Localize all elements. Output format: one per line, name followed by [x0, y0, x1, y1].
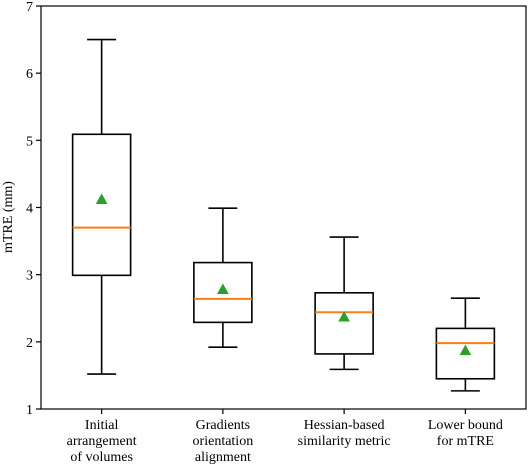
boxes-layer: [71, 38, 496, 392]
x-tick-label-line: for mTRE: [437, 434, 494, 449]
x-tick-label-line: similarity metric: [298, 434, 391, 449]
y-tick-label: 2: [26, 336, 33, 351]
y-tick-label: 4: [26, 202, 33, 217]
y-tick-label: 7: [26, 0, 33, 15]
y-tick-label: 6: [26, 67, 33, 82]
x-tick-label-line: Hessian-based: [304, 418, 385, 433]
iqr-box: [71, 133, 132, 277]
box-group: [435, 297, 496, 392]
y-axis-label: mTRE (mm): [1, 181, 16, 253]
x-tick-label-line: alignment: [195, 450, 251, 465]
y-tick-label: 5: [26, 134, 33, 149]
x-tick-label: Initial arrangement of volumes: [67, 418, 137, 465]
box-group: [193, 207, 253, 349]
x-tick-label-line: Lower bound: [428, 418, 503, 433]
mean-marker: [338, 310, 350, 322]
x-tick-label: Hessian-based similarity metric: [298, 418, 391, 449]
x-tick-label-line: Gradients: [196, 418, 250, 433]
iqr-box: [193, 261, 253, 324]
box-group: [71, 38, 132, 375]
x-tick-label-line: orientation: [193, 434, 254, 449]
x-tick-label-line: arrangement: [67, 434, 137, 449]
mean-marker: [217, 283, 229, 294]
y-tick-label: 3: [26, 269, 33, 284]
x-tick-label-line: of volumes: [70, 450, 133, 465]
x-tick-label: Gradients orientation alignment: [193, 418, 254, 465]
y-tick-label: 1: [26, 403, 33, 418]
iqr-box: [435, 327, 496, 380]
box-group: [314, 236, 374, 371]
iqr-box: [314, 292, 374, 355]
axes-layer: 1 2 3 4 5 6 7 Initial arrangement of volumes Gradi…: [26, 0, 527, 465]
mean-marker: [459, 344, 472, 356]
x-tick-label: Lower bound for mTRE: [428, 418, 503, 449]
x-tick-label-line: Initial: [85, 418, 119, 433]
mean-marker: [95, 193, 108, 204]
